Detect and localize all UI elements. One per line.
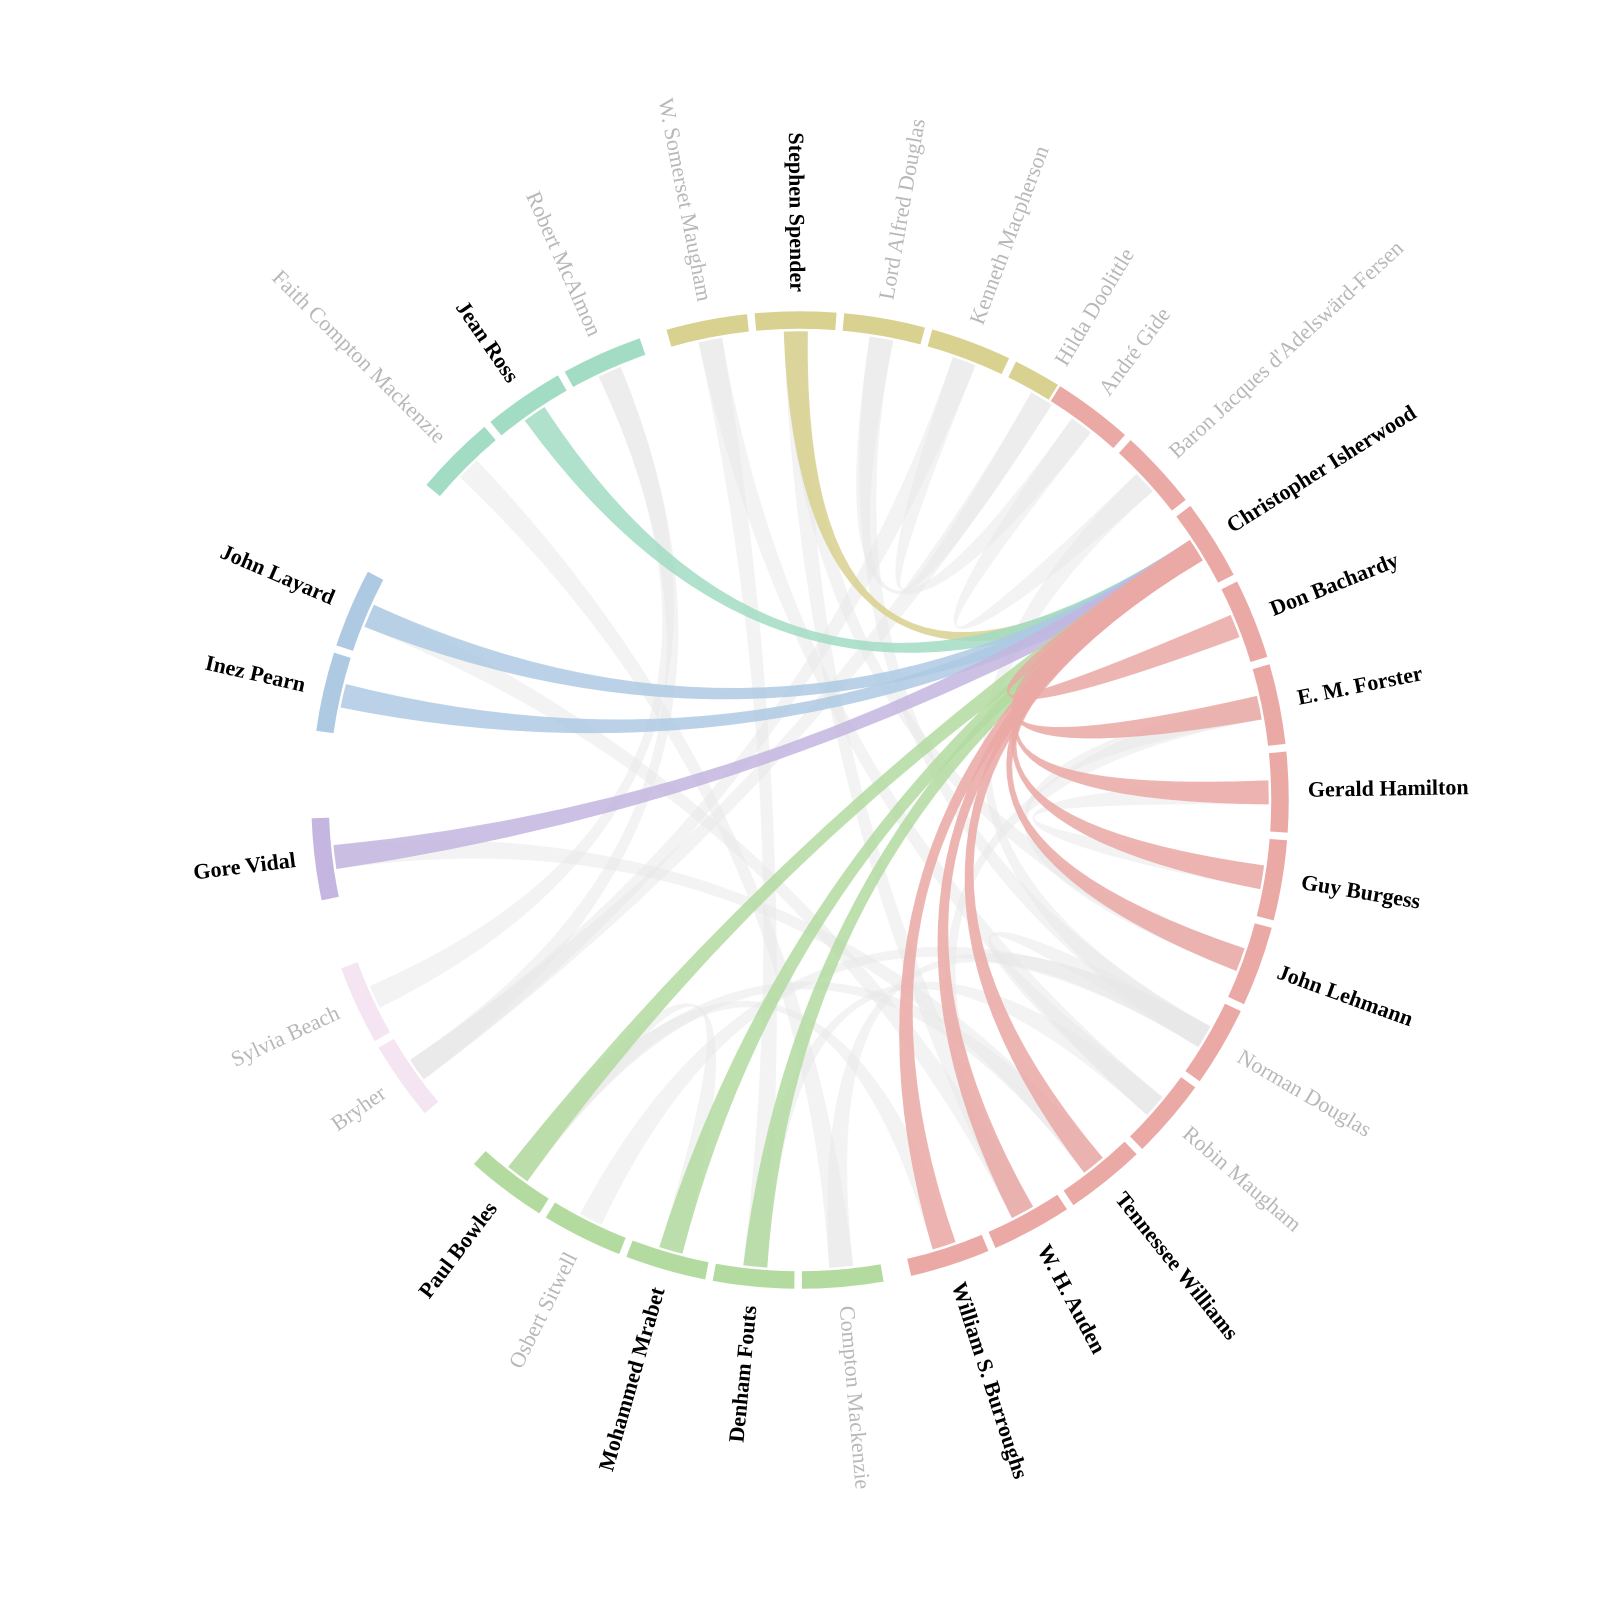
node-label: Faith Compton Mackenzie <box>267 265 451 448</box>
node-label: E. M. Forster <box>1295 660 1425 710</box>
node-label: Kenneth Macpherson <box>964 142 1054 328</box>
node-label: Robin Maugham <box>1178 1121 1307 1237</box>
node-label: Don Bachardy <box>1266 547 1402 621</box>
node-label: Gerald Hamilton <box>1308 774 1469 802</box>
node-label: Lord Alfred Douglas <box>873 117 929 302</box>
node-label: Christopher Isherwood <box>1222 400 1421 538</box>
node-label: Tennessee Williams <box>1110 1187 1244 1345</box>
node-label: Bryher <box>326 1080 391 1136</box>
node-label: Paul Bowles <box>413 1196 502 1303</box>
node-label: Mohammed Mrabet <box>593 1284 670 1474</box>
node-label: John Layard <box>217 539 339 610</box>
node-label: Guy Burgess <box>1299 869 1422 914</box>
node-label: Compton Mackenzie <box>835 1305 876 1490</box>
chord-diagram: Hilda DoolittleKenneth MacphersonLord Al… <box>0 0 1600 1600</box>
node-label: Inez Pearn <box>203 650 308 697</box>
node-label: William S. Burroughs <box>947 1279 1034 1482</box>
node-label: Denham Fouts <box>723 1304 761 1444</box>
node-label: André Gide <box>1093 302 1175 400</box>
node-label: John Lehmann <box>1274 959 1416 1031</box>
node-label: W. Somerset Maugham <box>653 96 717 303</box>
node-label: Norman Douglas <box>1233 1044 1376 1142</box>
node-label: W. H. Auden <box>1032 1240 1111 1358</box>
node-label: Robert McAlmon <box>521 187 607 340</box>
node-label: Gore Vidal <box>192 847 297 884</box>
node-label: Osbert Sitwell <box>503 1248 582 1372</box>
node-label: Stephen Spender <box>784 132 810 292</box>
node-label: Jean Ross <box>451 296 525 388</box>
node-label: Sylvia Beach <box>227 1000 343 1072</box>
